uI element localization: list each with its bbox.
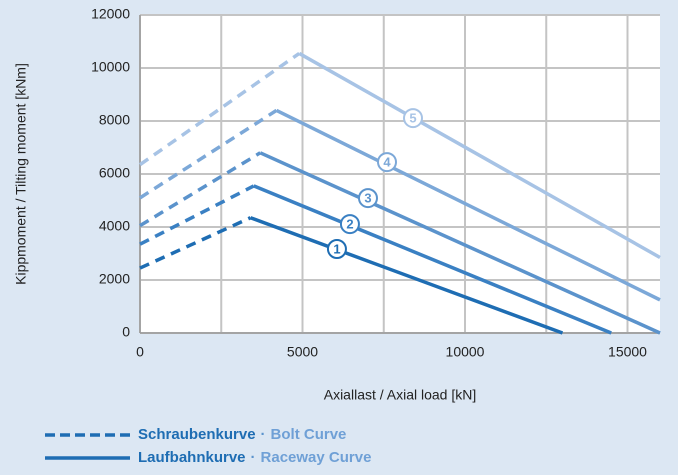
curve-marker — [339, 214, 360, 235]
legend-name: Schraubenkurve — [138, 426, 256, 443]
curve-number: 5 — [409, 111, 416, 126]
bolt-curve — [139, 151, 262, 228]
x-axis-label: Axiallast / Axial load [kN] — [324, 387, 477, 403]
y-tick-label: 6000 — [99, 165, 130, 181]
x-tick-label: 10000 — [446, 344, 485, 360]
curve-number: 2 — [346, 217, 353, 232]
curve-marker — [403, 108, 423, 129]
raceway-curve — [249, 216, 564, 335]
y-tick-label: 4000 — [99, 218, 130, 234]
x-tick-label: 15000 — [608, 344, 647, 360]
legend-name-en: Raceway Curve — [261, 449, 372, 466]
curve-marker — [326, 238, 347, 259]
curve-number: 1 — [333, 241, 340, 256]
y-tick-label: 10000 — [91, 59, 130, 75]
curve-number: 3 — [364, 191, 371, 206]
curve-number: 4 — [383, 155, 391, 170]
y-tick-label: 8000 — [99, 112, 130, 128]
raceway-curve — [275, 108, 661, 302]
x-tick-label: 5000 — [287, 344, 318, 360]
legend-label: Schraubenkurve · Bolt Curve — [138, 426, 346, 443]
legend-separator: · — [261, 426, 266, 443]
curve-marker — [357, 188, 378, 209]
y-tick-label: 2000 — [99, 271, 130, 287]
legend-name-en: Bolt Curve — [271, 426, 347, 443]
raceway-curve — [298, 51, 661, 259]
bolt-curve — [139, 216, 252, 270]
bolt-curve — [138, 51, 301, 167]
y-tick-label: 0 — [122, 324, 130, 340]
x-tick-label: 0 — [136, 344, 144, 360]
legend-separator: · — [251, 449, 256, 466]
y-axis-label: Kippmoment / Tilting moment [kNm] — [13, 63, 29, 285]
legend-label: Laufbahnkurve · Raceway Curve — [138, 449, 371, 466]
legend-name: Laufbahnkurve — [138, 449, 246, 466]
curve-marker — [377, 152, 397, 173]
raceway-curve — [253, 184, 612, 335]
bolt-curve — [139, 184, 255, 246]
y-tick-label: 12000 — [91, 6, 130, 22]
raceway-curve — [259, 151, 661, 335]
